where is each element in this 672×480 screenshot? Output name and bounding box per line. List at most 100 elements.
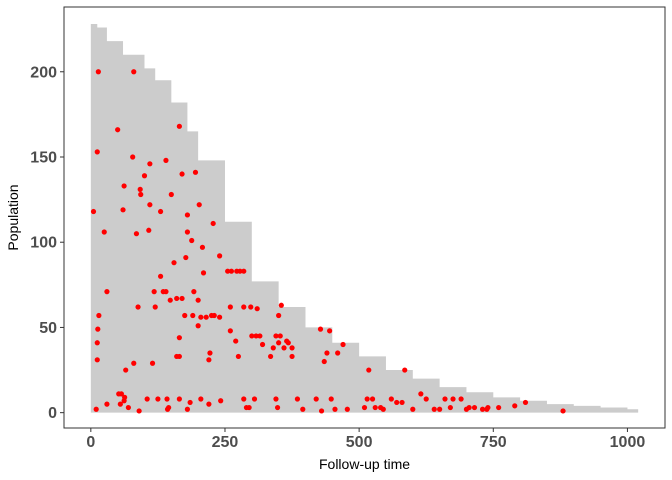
x-tick-label: 0 — [86, 434, 95, 451]
data-point — [207, 350, 213, 356]
data-point — [328, 396, 334, 402]
y-axis: 0 50 100 150 200 — [30, 64, 64, 422]
data-point — [410, 406, 416, 412]
data-point — [281, 345, 287, 351]
points-layer — [90, 69, 566, 414]
data-point — [372, 404, 378, 411]
data-point — [324, 350, 330, 356]
data-point — [253, 333, 259, 339]
data-point — [157, 208, 164, 215]
data-point — [122, 394, 128, 400]
data-point — [191, 289, 197, 295]
data-point — [289, 345, 295, 351]
data-point — [184, 212, 191, 218]
data-point — [179, 295, 185, 302]
data-point — [233, 338, 239, 344]
data-point — [246, 404, 252, 411]
data-point — [276, 340, 282, 346]
data-point — [458, 396, 464, 402]
data-point — [225, 268, 231, 274]
data-point — [183, 254, 189, 261]
data-point — [101, 229, 107, 235]
data-point — [285, 340, 291, 346]
data-point — [257, 333, 263, 339]
data-point — [335, 350, 341, 356]
data-point — [274, 404, 281, 411]
data-point — [361, 404, 368, 411]
data-point — [450, 396, 456, 402]
y-tick-label: 150 — [30, 149, 57, 166]
data-point — [123, 367, 129, 373]
data-point — [171, 260, 177, 266]
data-point — [273, 333, 279, 339]
data-point — [442, 396, 448, 402]
data-point — [117, 401, 123, 407]
data-point — [104, 289, 110, 295]
data-point — [560, 408, 566, 414]
data-point — [485, 404, 491, 411]
data-point — [94, 357, 100, 363]
data-point — [120, 207, 126, 213]
data-point — [332, 406, 338, 412]
data-point — [340, 341, 346, 348]
data-point — [241, 268, 247, 274]
data-point — [163, 157, 169, 164]
data-point — [135, 304, 141, 310]
y-axis-title: Population — [5, 184, 21, 250]
data-point — [149, 360, 156, 366]
data-point — [313, 396, 319, 402]
y-tick-label: 50 — [39, 320, 57, 337]
data-point — [147, 202, 153, 208]
data-point — [327, 328, 333, 334]
data-point — [380, 406, 386, 412]
data-point — [118, 391, 125, 397]
data-point — [267, 353, 274, 360]
data-point — [121, 183, 127, 189]
data-point — [318, 408, 325, 414]
data-point — [176, 353, 182, 360]
data-point — [317, 326, 324, 332]
data-point — [300, 406, 306, 412]
data-point — [195, 323, 201, 329]
data-point — [104, 401, 110, 407]
data-point — [164, 396, 170, 402]
data-point — [366, 367, 372, 373]
data-point — [206, 401, 212, 407]
data-point — [227, 328, 233, 334]
data-point — [364, 396, 370, 402]
data-point — [96, 312, 102, 319]
data-point — [144, 396, 150, 402]
data-point — [227, 304, 233, 310]
data-point — [394, 399, 400, 406]
data-point — [270, 345, 276, 351]
x-tick-label: 750 — [480, 434, 507, 451]
data-point — [192, 169, 199, 175]
data-point — [294, 396, 301, 402]
data-point — [203, 314, 209, 320]
data-point — [479, 406, 486, 412]
data-point — [137, 186, 143, 192]
data-point — [251, 396, 258, 402]
data-point — [199, 244, 206, 250]
data-point — [217, 253, 223, 259]
data-point — [254, 306, 260, 312]
data-point — [196, 202, 202, 208]
data-point — [166, 404, 172, 411]
data-point — [471, 404, 478, 411]
data-point — [423, 396, 429, 402]
data-point — [147, 161, 153, 167]
data-point — [388, 396, 394, 402]
data-point — [125, 404, 131, 411]
data-point — [190, 312, 196, 319]
data-point — [136, 408, 142, 414]
data-point — [259, 341, 266, 348]
population-area — [90, 24, 639, 413]
data-point — [168, 191, 174, 198]
x-tick-label: 500 — [346, 434, 373, 451]
data-point — [210, 220, 216, 227]
data-point — [151, 289, 157, 295]
data-point — [115, 127, 121, 133]
data-point — [369, 396, 376, 402]
data-point — [146, 227, 152, 233]
data-point — [174, 295, 180, 302]
